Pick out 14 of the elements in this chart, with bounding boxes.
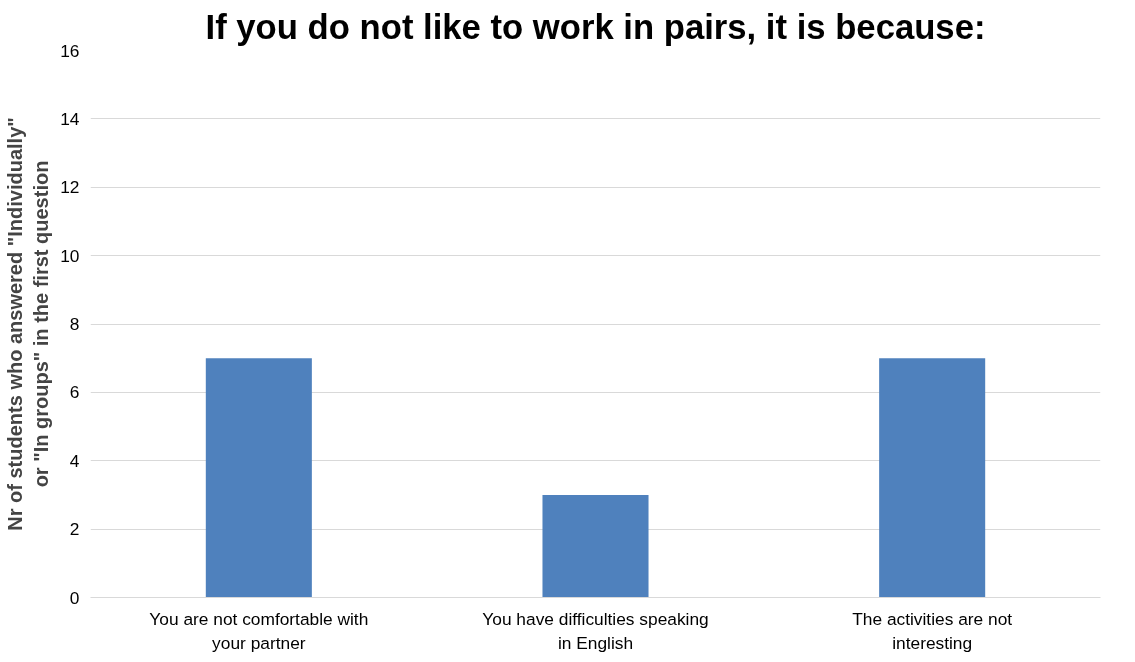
- x-tick-label: You are not comfortable with your partner: [149, 608, 369, 653]
- x-tick-label: The activities are not interesting: [852, 608, 1013, 653]
- y-tick-label: 16: [60, 40, 80, 61]
- y-axis-title: Nr of students who answered "Individually" or "In groups" in the first question: [3, 117, 53, 531]
- y-tick-label: 6: [69, 382, 80, 403]
- y-tick-label: 4: [69, 450, 80, 471]
- y-tick-label: 14: [60, 108, 80, 129]
- y-tick-label: 10: [60, 245, 80, 266]
- y-tick-label: 2: [69, 519, 80, 540]
- chart-title: If you do not like to work in pairs, it is because:: [205, 7, 986, 46]
- y-tick-label: 12: [60, 177, 80, 198]
- x-tick-label: You have difficulties speaking in English: [482, 608, 709, 653]
- y-tick-label: 0: [69, 587, 80, 608]
- y-tick-label: 8: [69, 314, 80, 334]
